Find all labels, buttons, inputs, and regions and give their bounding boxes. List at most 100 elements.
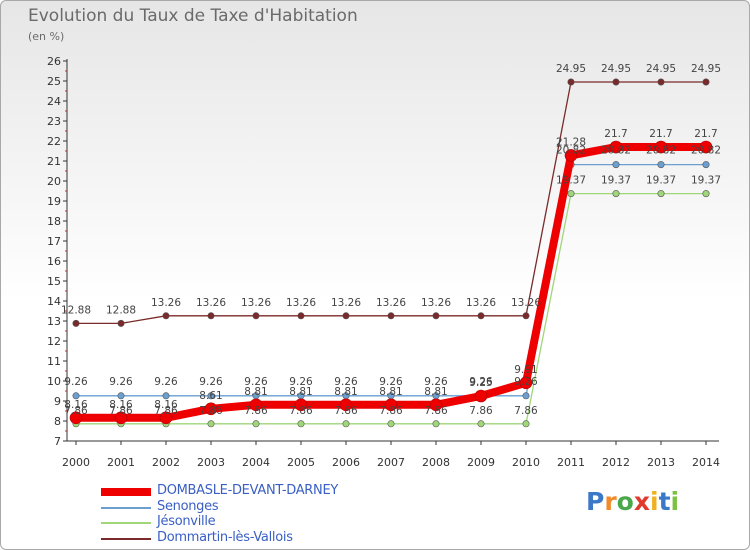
data-label: 21.7 [604, 128, 627, 140]
data-label: 7.86 [379, 405, 403, 417]
legend-label: Senonges [157, 498, 219, 514]
y-tick-label: 16 [47, 255, 61, 268]
data-label: 9.26 [424, 376, 448, 388]
y-tick-label: 8 [54, 415, 61, 428]
y-tick-label: 19 [47, 195, 61, 208]
series-line [76, 163, 706, 397]
data-label: 13.26 [241, 297, 271, 309]
logo-letter: i [650, 487, 659, 516]
x-tick-label: 2005 [287, 456, 315, 469]
x-tick-label: 2000 [62, 456, 90, 469]
data-point [432, 312, 440, 320]
x-tick-label: 2001 [107, 456, 135, 469]
data-label: 8.81 [379, 386, 402, 398]
series-dombasle-devant-darney [69, 140, 713, 425]
x-tick-label: 2010 [512, 456, 540, 469]
data-label: 20.82 [691, 145, 721, 157]
x-tick-label: 2012 [602, 456, 630, 469]
data-label: 19.37 [601, 175, 631, 187]
data-label: 9.26 [289, 376, 313, 388]
value-labels: 12.88 12.88 13.26 13.26 13.26 13.26 13.26 13.26… [61, 63, 721, 417]
data-label: 19.37 [646, 175, 676, 187]
y-tick-label: 14 [47, 295, 61, 308]
data-point [609, 140, 623, 154]
data-label: 7.86 [469, 405, 493, 417]
data-point [114, 411, 128, 425]
data-point [207, 312, 215, 320]
x-tick-label: 2006 [332, 456, 360, 469]
data-point [522, 312, 530, 320]
data-label: 13.26 [196, 297, 226, 309]
x-tick-label: 2014 [692, 456, 720, 469]
data-label: 8.81 [424, 386, 447, 398]
data-label: 13.26 [466, 297, 496, 309]
y-tick-label: 15 [47, 275, 61, 288]
legend-swatch [101, 506, 151, 509]
data-label: 9.26 [109, 376, 133, 388]
data-point [474, 389, 488, 403]
data-label: 9.26 [64, 376, 88, 388]
x-tick-label: 2011 [557, 456, 585, 469]
data-point [612, 190, 620, 198]
axes: 7 8 9 10 11 12 13 14 15 16 17 18 19 20 21 22 23 24 25 26 200… [47, 55, 720, 469]
legend-swatch [101, 488, 151, 496]
data-label: 20.82 [601, 145, 631, 157]
data-point [522, 420, 530, 428]
data-label: 20.82 [556, 145, 586, 157]
data-point [72, 392, 80, 400]
data-point [567, 78, 575, 86]
data-label: 13.26 [151, 297, 181, 309]
y-tick-label: 12 [47, 335, 61, 348]
legend-swatch [101, 537, 151, 540]
legend-label: Jésonville [157, 514, 216, 529]
data-point [297, 312, 305, 320]
proxiti-logo: Proxiti [586, 487, 679, 516]
data-point [657, 190, 665, 198]
data-point [657, 78, 665, 86]
chart-title: Evolution du Taux de Taxe d'Habitation [28, 6, 358, 26]
data-point [564, 149, 578, 162]
data-point [294, 398, 308, 412]
data-label: 9.26 [514, 376, 538, 388]
data-point [567, 190, 575, 198]
data-point [252, 312, 260, 320]
data-label: 24.95 [691, 63, 721, 75]
legend-label: DOMBASLE-DEVANT-DARNEY [157, 483, 338, 498]
data-label: 7.86 [334, 405, 358, 417]
legend-label: Dommartin-lès-Vallois [157, 529, 293, 545]
data-label: 9.91 [514, 364, 537, 376]
logo-letter: t [658, 487, 671, 516]
x-tick-label: 2007 [377, 456, 405, 469]
y-tick-label: 7 [54, 435, 61, 448]
data-label: 9.26 [199, 376, 223, 388]
data-label: 9.26 [154, 376, 178, 388]
x-tick-label: 2013 [647, 456, 675, 469]
y-tick-label: 24 [47, 95, 61, 108]
data-point [207, 392, 215, 400]
data-label: 13.26 [331, 297, 361, 309]
data-point [654, 140, 668, 154]
logo-letter: x [633, 487, 650, 516]
data-label: 24.95 [556, 63, 586, 75]
data-point [519, 376, 533, 390]
data-label: 19.37 [556, 175, 586, 187]
data-label: 9.26 [334, 376, 358, 388]
unit-label: (en %) [28, 30, 65, 43]
series-layer [69, 78, 713, 428]
data-label: 21.7 [649, 128, 672, 140]
logo-letter: i [670, 487, 680, 516]
data-label: 7.86 [109, 405, 133, 417]
data-point [249, 398, 263, 412]
data-label: 19.37 [691, 175, 721, 187]
data-point [429, 398, 443, 412]
data-label: 21.7 [694, 128, 717, 140]
x-tick-label: 2002 [152, 456, 180, 469]
data-label: 7.86 [199, 405, 223, 417]
data-label: 9.26 [469, 376, 493, 388]
data-label: 13.26 [376, 297, 406, 309]
legend-swatch [101, 522, 151, 524]
data-point [477, 420, 485, 428]
data-point [612, 161, 620, 169]
data-point [699, 140, 713, 154]
data-point [69, 411, 83, 425]
